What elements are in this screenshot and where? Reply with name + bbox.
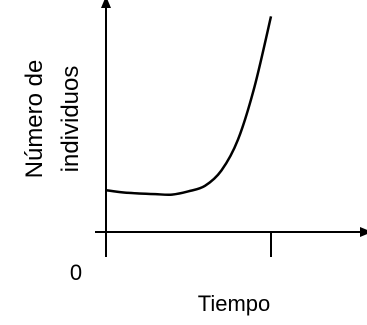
- x-axis-label: Tiempo: [198, 291, 271, 316]
- y-axis-label-line-2: individuos: [57, 66, 84, 173]
- y-axis-label-line-1: Número de: [21, 60, 48, 179]
- origin-label: 0: [70, 260, 82, 285]
- series-line: [105, 16, 273, 197]
